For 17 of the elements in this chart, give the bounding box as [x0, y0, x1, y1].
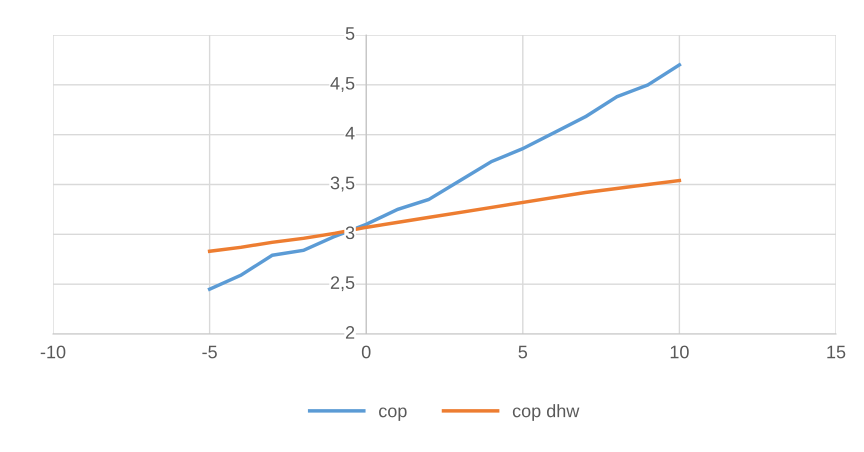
x-tick-label: 10 — [670, 346, 689, 358]
x-tick-label: 0 — [362, 346, 371, 358]
x-tick-label: -5 — [202, 346, 217, 358]
y-tick-label: 5 — [346, 27, 354, 40]
legend-label: cop dhw — [512, 404, 580, 421]
line-series — [208, 63, 682, 291]
legend-label: cop — [379, 407, 407, 421]
y-tick-label: 3 — [346, 226, 354, 240]
y-tick-label: 2 — [346, 326, 354, 339]
y-tick-label: 3,5 — [330, 176, 354, 192]
x-tick-label: -10 — [40, 346, 66, 358]
y-tick-label: 4,5 — [330, 77, 354, 92]
line-series — [208, 178, 682, 254]
x-tick-label: 15 — [827, 346, 846, 358]
y-tick-label: 2,5 — [330, 276, 354, 292]
y-tick-label: 4 — [345, 126, 355, 140]
x-tick-label: 5 — [518, 346, 528, 358]
